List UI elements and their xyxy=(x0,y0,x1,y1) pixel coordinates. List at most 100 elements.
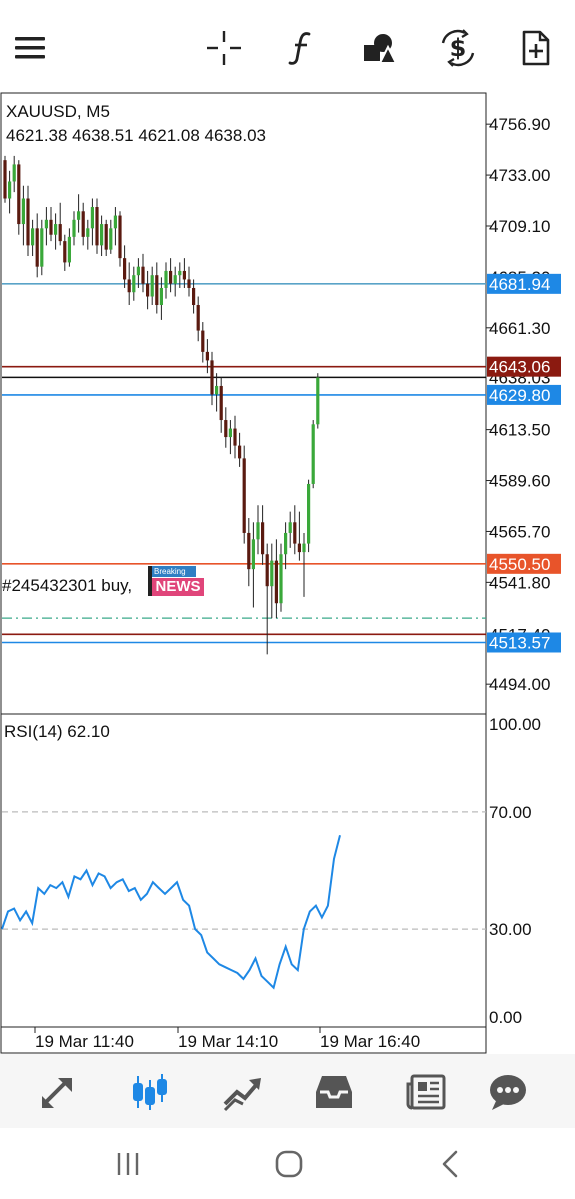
candle-body xyxy=(265,554,269,587)
price-label-box xyxy=(487,273,561,294)
candle-body xyxy=(127,279,131,293)
candle-body xyxy=(86,228,90,237)
candle-body xyxy=(215,385,219,395)
candle-body xyxy=(178,270,182,276)
time-axis-label: 19 Mar 16:40 xyxy=(320,1032,420,1051)
price-chart[interactable]: 4756.90 4733.00 4709.10 4661.30 4613.50 4589.… xyxy=(0,92,575,1054)
trade-chart-icon[interactable] xyxy=(214,1066,270,1118)
candle-body xyxy=(104,224,108,250)
price-tick-label: 4589.60 xyxy=(489,472,550,491)
home-icon[interactable] xyxy=(259,1144,319,1184)
rsi-label: RSI(14) 62.10 xyxy=(4,722,110,741)
crosshair-icon[interactable] xyxy=(200,24,248,72)
price-label-box xyxy=(487,356,561,377)
candle-body xyxy=(307,483,311,544)
candle-body xyxy=(233,428,237,446)
order-label[interactable]: #245432301 buy, xyxy=(2,576,133,595)
candle-body xyxy=(123,258,127,280)
rsi-tick-label: 0.00 xyxy=(489,1008,522,1027)
new-order-icon[interactable] xyxy=(512,24,560,72)
candle-body xyxy=(113,215,117,229)
ohlc-values: 4621.38 4638.51 4621.08 4638.03 xyxy=(6,126,266,145)
candle-body xyxy=(238,445,242,459)
price-label-box xyxy=(487,553,561,574)
function-indicator-icon[interactable] xyxy=(278,24,326,72)
bottom-navigation xyxy=(0,1054,575,1128)
price-tick-label: 4494.00 xyxy=(489,675,550,694)
candle-body xyxy=(155,275,159,306)
candle-body xyxy=(316,377,320,425)
shapes-objects-icon[interactable] xyxy=(356,24,404,72)
candle-body xyxy=(54,224,58,235)
candle-body xyxy=(136,266,140,276)
price-tick-label: 4541.80 xyxy=(489,573,550,592)
candle-body xyxy=(81,211,85,237)
candle-body xyxy=(205,351,209,361)
recent-apps-icon[interactable] xyxy=(98,1144,158,1184)
rsi-tick-label: 30.00 xyxy=(489,920,532,939)
price-tick-label: 4565.70 xyxy=(489,522,550,541)
chart-toolbar: $ xyxy=(0,0,575,92)
candle-body xyxy=(288,522,292,533)
candle-body xyxy=(159,287,163,306)
candle-body xyxy=(3,160,7,199)
breaking-news-badge[interactable]: Breaking NEWS xyxy=(148,566,204,596)
price-label-value: 4681.94 xyxy=(489,275,550,294)
candle-body xyxy=(146,283,150,297)
candle-body xyxy=(297,543,301,553)
chart-frame xyxy=(0,92,487,1054)
history-inbox-icon[interactable] xyxy=(306,1066,362,1118)
candle-body xyxy=(12,164,16,182)
price-label-box xyxy=(487,632,561,653)
candle-body xyxy=(219,385,223,421)
candle-body xyxy=(311,424,315,484)
candle-body xyxy=(169,270,173,284)
back-icon[interactable] xyxy=(420,1144,480,1184)
symbol-timeframe: XAUUSD, M5 xyxy=(6,102,110,121)
dollar-trade-icon[interactable]: $ xyxy=(434,24,482,72)
price-label-box xyxy=(487,384,561,405)
chart-candles-icon[interactable] xyxy=(122,1066,178,1118)
candle-body xyxy=(35,228,39,267)
candle-body xyxy=(63,241,67,263)
candle-body xyxy=(182,270,186,280)
candle-body xyxy=(228,428,232,438)
price-tick-label: 4733.00 xyxy=(489,166,550,185)
candle-body xyxy=(17,164,21,225)
candle-body xyxy=(132,275,136,293)
chat-icon[interactable] xyxy=(480,1066,536,1118)
price-tick-label: 4613.50 xyxy=(489,421,550,440)
candle-body xyxy=(279,554,283,604)
quotes-arrows-icon[interactable] xyxy=(30,1066,86,1118)
candle-body xyxy=(72,219,76,237)
candle-body xyxy=(95,207,99,246)
candle-body xyxy=(196,305,200,331)
chart-area[interactable]: 4756.90 4733.00 4709.10 4661.30 4613.50 4589.… xyxy=(0,92,575,1054)
system-navigation xyxy=(0,1128,575,1199)
candle-body xyxy=(100,224,104,246)
hamburger-menu-icon[interactable] xyxy=(6,24,54,72)
price-tick-label: 4661.30 xyxy=(489,319,550,338)
candle-body xyxy=(109,228,113,250)
price-tick-label: 4756.90 xyxy=(489,115,550,134)
candle-body xyxy=(49,219,53,235)
rsi-tick-label: 70.00 xyxy=(489,803,532,822)
candle-body xyxy=(90,207,94,229)
news-label: NEWS xyxy=(152,578,204,596)
price-tick-label: 4709.10 xyxy=(489,217,550,236)
price-label-value: 4513.57 xyxy=(489,633,550,652)
news-icon[interactable] xyxy=(398,1066,454,1118)
candle-body xyxy=(261,522,265,555)
candle-body xyxy=(58,224,62,242)
candle-body xyxy=(118,215,122,259)
candle-body xyxy=(44,219,48,229)
candle-body xyxy=(67,236,71,263)
candle-body xyxy=(293,522,297,544)
candle-body xyxy=(26,198,30,246)
candle-body xyxy=(150,275,154,297)
candle-body xyxy=(40,228,44,267)
time-axis-label: 19 Mar 14:10 xyxy=(178,1032,278,1051)
breaking-label: Breaking xyxy=(152,566,196,577)
candle-body xyxy=(201,330,205,352)
candle-body xyxy=(284,532,288,555)
